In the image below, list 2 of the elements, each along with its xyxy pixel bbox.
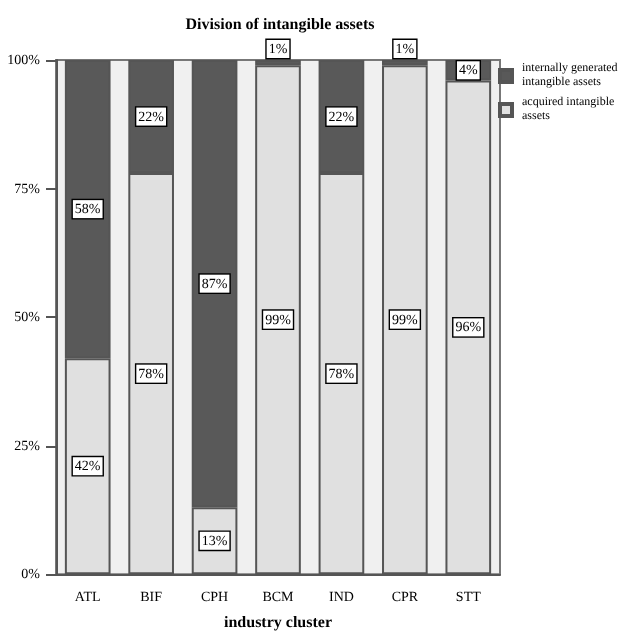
chart-title: Division of intangible assets [185,15,375,33]
x-axis-title: industry cluster [224,613,333,631]
